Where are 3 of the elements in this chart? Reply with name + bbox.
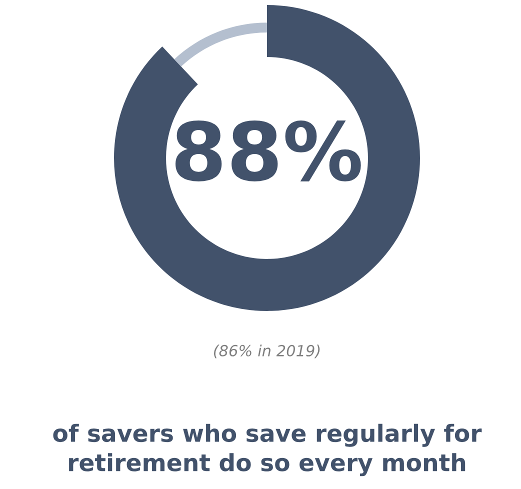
- text: (86% in 2019): [214, 344, 320, 358]
- text: of savers who save regularly for retirement do so every month: [53, 424, 482, 476]
- data-label: 88%: [176, 120, 361, 182]
